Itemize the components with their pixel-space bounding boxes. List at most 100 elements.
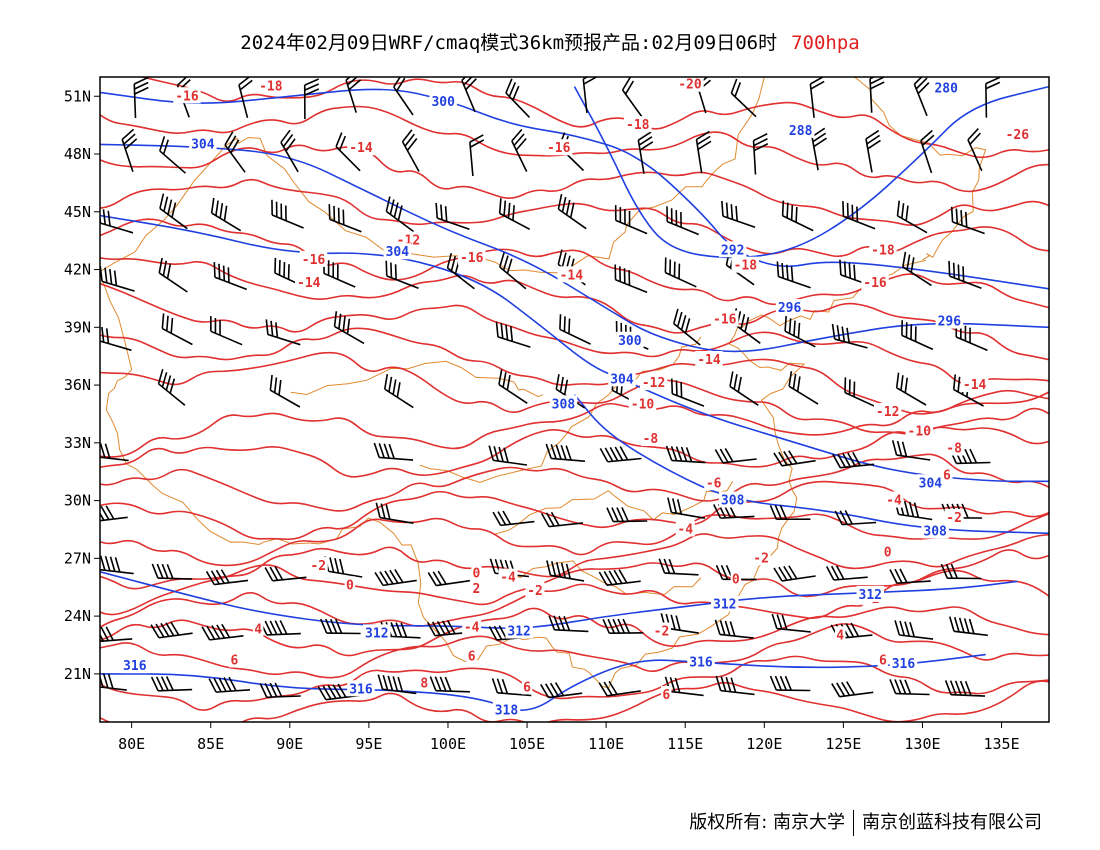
wind-barb-feather <box>492 511 502 526</box>
wind-barb-shaft <box>329 218 362 233</box>
wind-barb-feather <box>515 137 527 151</box>
wind-barb-shaft <box>720 689 755 696</box>
wind-barb-feather <box>280 129 291 143</box>
wind-barb-feather <box>100 506 110 520</box>
wind-barb <box>159 136 187 174</box>
wind-barb-shaft <box>158 383 186 406</box>
wind-barb-feather <box>846 681 856 696</box>
wind-barb-feather <box>792 373 797 390</box>
wind-barb-feather <box>325 618 333 634</box>
contour-label: 316 <box>689 655 713 670</box>
wind-barb-feather <box>618 569 628 584</box>
wind-barb-shaft <box>782 215 814 232</box>
wind-barb-feather <box>837 453 846 468</box>
wind-barb-feather <box>505 324 509 340</box>
wind-barb-feather <box>788 318 792 334</box>
wind-barb-feather <box>382 675 389 691</box>
contour-label: 312 <box>713 598 736 613</box>
wind-barb-feather <box>900 375 904 391</box>
wind-barb-shaft <box>949 275 982 290</box>
wind-barb-feather <box>385 504 391 520</box>
wind-barb <box>599 446 642 463</box>
wind-barb-feather <box>669 677 676 693</box>
wind-barb-feather <box>721 200 724 217</box>
contour-label: -6 <box>706 476 722 491</box>
title-text: 2024年02月09日WRF/cmaq模式36km预报产品:02月09日06时 <box>240 32 778 54</box>
wind-barb-feather <box>389 199 395 215</box>
wind-barb-feather <box>729 371 734 387</box>
wind-barb <box>373 442 414 461</box>
wind-barb-feather <box>839 259 842 275</box>
contour-label: -10 <box>631 397 655 412</box>
wind-barb-feather <box>385 260 388 276</box>
wind-barb-feather <box>848 379 851 395</box>
wind-barb <box>673 308 701 346</box>
contour-label: 0 <box>346 578 354 593</box>
wind-barb-feather <box>697 140 712 151</box>
wind-barb-feather <box>86 507 94 522</box>
contour-label: 304 <box>386 245 410 260</box>
lon-tick-label: 115E <box>667 735 703 753</box>
wind-barb-feather <box>950 206 954 223</box>
wind-barb-shaft <box>272 576 307 582</box>
wind-barb-feather <box>619 446 629 461</box>
wind-barb-feather <box>920 129 933 142</box>
contour-label: -4 <box>677 522 693 537</box>
wind-barb-shaft <box>214 276 247 291</box>
wind-barb-feather <box>161 313 165 329</box>
wind-barb <box>224 131 246 173</box>
wind-barb-feather <box>165 676 174 691</box>
wind-barb-shaft <box>899 634 934 640</box>
wind-barb-feather <box>157 368 164 385</box>
wind-barb-shaft <box>730 92 757 118</box>
wind-barb <box>100 626 133 643</box>
wind-barb-shaft <box>967 139 983 172</box>
wind-barb-feather <box>680 315 687 331</box>
wind-barb-feather <box>773 567 783 582</box>
wind-barb <box>303 78 320 120</box>
wind-barb-feather <box>809 77 825 85</box>
wind-barb-feather <box>218 677 227 692</box>
wind-barb-feather <box>740 314 746 330</box>
contour-label: -14 <box>697 353 721 368</box>
wind-barb-feather <box>469 139 485 148</box>
wind-barb-shaft <box>781 575 816 582</box>
wind-barb <box>889 568 931 584</box>
wind-barb-feather <box>853 264 856 280</box>
wind-barb <box>545 443 586 462</box>
wind-barb-shaft <box>323 272 356 288</box>
wind-barb-feather <box>565 199 571 216</box>
wind-barb-feather <box>283 262 286 278</box>
wind-barb-shaft <box>665 271 697 288</box>
contour-label-bg <box>932 79 960 96</box>
wind-barb-feather <box>553 615 561 631</box>
wind-barb-feather <box>614 264 617 280</box>
wind-barb-feather <box>869 77 885 85</box>
wind-barb-feather <box>969 448 978 464</box>
wind-barb-feather <box>441 620 451 635</box>
geopotential-isoline <box>100 143 1049 353</box>
wind-barb-feather <box>505 78 513 94</box>
wind-barb-feather <box>835 565 845 580</box>
wind-barb-feather <box>304 78 320 86</box>
wind-barb-feather <box>852 451 861 467</box>
wind-barb-feather <box>380 503 386 519</box>
wind-barb-feather <box>134 86 149 95</box>
wind-barb-shaft <box>267 333 301 346</box>
wind-barb-feather <box>491 678 499 694</box>
wind-barb <box>901 320 934 351</box>
contour-label: -16 <box>863 276 887 291</box>
wind-barb <box>505 78 531 118</box>
lat-tick-label: 48N <box>64 145 91 163</box>
wind-barb-shaft <box>559 328 591 345</box>
wind-barb-shaft <box>101 280 135 292</box>
wind-barb-shaft <box>840 463 875 469</box>
contour-label: -16 <box>175 89 199 104</box>
wind-barb-shaft <box>607 457 642 463</box>
wind-barb-shaft <box>497 336 531 348</box>
wind-barb-shaft <box>896 387 927 406</box>
wind-barb-feather <box>846 202 849 219</box>
wind-barb-feather <box>901 203 905 219</box>
wind-barb-feather <box>278 379 282 396</box>
